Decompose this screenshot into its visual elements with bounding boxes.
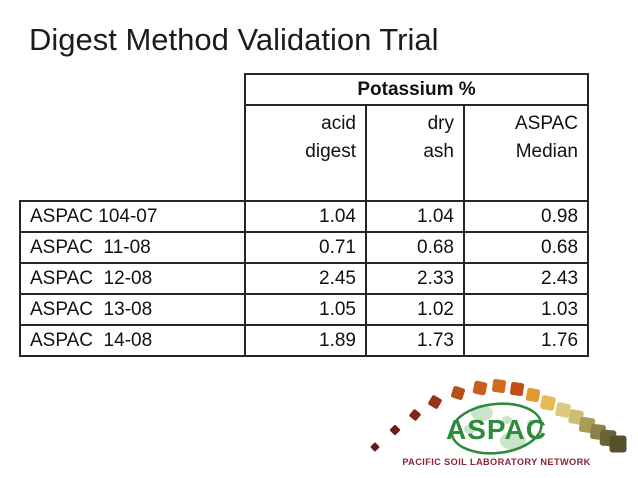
map-landmass [464,424,476,434]
aspac-median-value-cell: 1.03 [462,293,590,326]
logo-square [491,378,507,394]
column-header-row: acid digest dry ash ASPAC Median [20,104,590,202]
table-title: Potassium % [243,73,590,106]
column-header-line: acid [321,113,356,134]
aspac-median-value-cell: 0.98 [462,200,590,233]
column-header-aspac-median: ASPAC Median [462,104,590,202]
table-row: ASPAC 11-08 0.71 0.68 0.68 [19,231,590,264]
aspac-logo: ASPAC PACIFIC SOIL LABORATORY NETWORK [355,371,638,476]
acid-digest-value-cell: 2.45 [244,262,367,295]
logo-wordmark: ASPAC [446,414,547,445]
column-header-line: ash [423,141,454,162]
sample-name-cell: ASPAC 11-08 [19,231,246,264]
map-landmass [502,416,512,424]
logo-square [509,381,525,397]
sample-name-cell: ASPAC 104-07 [19,200,246,233]
blank-corner-cell [20,105,245,201]
aspac-logo-graphic: ASPAC PACIFIC SOIL LABORATORY NETWORK [370,378,627,467]
column-header-line: digest [305,141,356,162]
acid-digest-value-cell: 1.89 [244,324,367,357]
sample-name-cell: ASPAC 14-08 [19,324,246,357]
logo-square [540,395,556,411]
potassium-table: Potassium % acid digest dry ash ASPAC Me… [19,73,590,357]
logo-square [555,402,571,418]
table-title-row: Potassium % [20,73,590,106]
aspac-median-value-cell: 2.43 [462,262,590,295]
table-row: ASPAC 104-07 1.04 1.04 0.98 [19,200,590,233]
dry-ash-value-cell: 0.68 [365,231,465,264]
logo-square [451,386,465,400]
column-header-line: dry [427,113,454,134]
logo-caption: PACIFIC SOIL LABORATORY NETWORK [402,457,590,467]
logo-square [370,442,380,452]
logo-square [525,387,541,403]
logo-square [389,424,401,436]
acid-digest-value-cell: 0.71 [244,231,367,264]
acid-digest-value-cell: 1.05 [244,293,367,326]
map-landmass [527,420,535,426]
table-row: ASPAC 13-08 1.05 1.02 1.03 [19,293,590,326]
logo-square [428,395,442,409]
column-header-dry-ash: dry ash [365,104,465,202]
dry-ash-value-cell: 1.73 [365,324,465,357]
acid-digest-value-cell: 1.04 [244,200,367,233]
table-row: ASPAC 12-08 2.45 2.33 2.43 [19,262,590,295]
column-header-acid-digest: acid digest [244,104,367,202]
logo-square [568,409,584,425]
table-row: ASPAC 14-08 1.89 1.73 1.76 [19,324,590,357]
logo-square [609,435,627,453]
sample-name-cell: ASPAC 12-08 [19,262,246,295]
map-landmass [500,432,526,450]
aspac-median-value-cell: 0.68 [462,231,590,264]
slide-title: Digest Method Validation Trial [29,22,439,57]
logo-color-squares [370,378,627,453]
column-header-line: ASPAC [515,113,579,134]
aspac-median-value-cell: 1.76 [462,324,590,357]
blank-corner-cell [20,74,245,105]
sample-name-cell: ASPAC 13-08 [19,293,246,326]
dry-ash-value-cell: 2.33 [365,262,465,295]
dry-ash-value-cell: 1.04 [365,200,465,233]
logo-square [409,409,421,421]
globe-ellipse [450,402,543,455]
logo-square [472,380,488,396]
dry-ash-value-cell: 1.02 [365,293,465,326]
column-header-line: Median [515,141,579,162]
